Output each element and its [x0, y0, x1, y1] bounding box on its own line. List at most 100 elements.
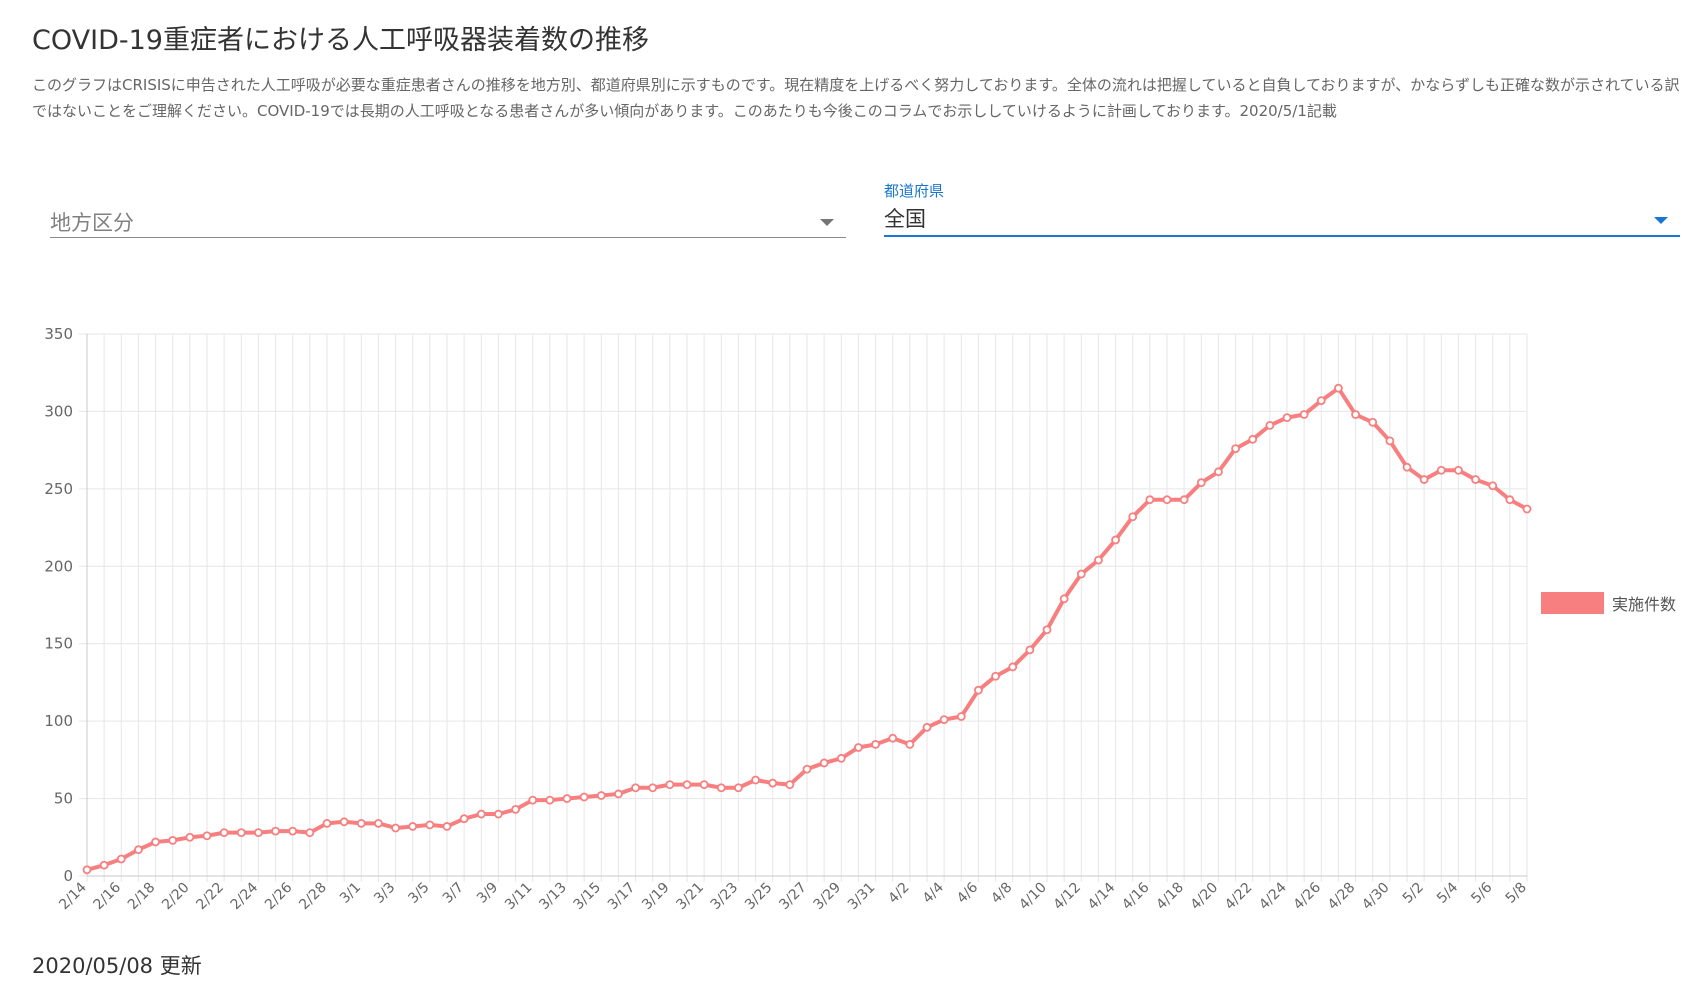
x-tick-label: 3/1 — [337, 880, 364, 907]
y-tick-label: 300 — [44, 402, 73, 420]
x-tick-label: 4/4 — [920, 879, 947, 906]
page-description: このグラフはCRISISに申告された人工呼吸が必要な重症患者さんの推移を地方別、… — [32, 76, 1680, 120]
data-point — [579, 792, 589, 802]
x-tick-label: 3/5 — [405, 880, 432, 907]
data-point — [99, 860, 109, 870]
x-tick-label: 4/22 — [1222, 880, 1256, 914]
data-point — [322, 818, 332, 828]
x-tick-label: 4/26 — [1291, 879, 1325, 913]
data-point — [1505, 495, 1515, 505]
data-point — [1111, 535, 1120, 545]
data-point — [785, 780, 795, 790]
data-point — [956, 712, 966, 721]
x-tick-label: 3/7 — [440, 880, 467, 907]
x-tick-label: 4/10 — [1016, 880, 1050, 914]
legend-swatch — [1541, 592, 1604, 614]
data-point — [1248, 434, 1258, 444]
data-point — [1214, 467, 1223, 477]
data-point — [442, 822, 452, 831]
data-point — [1042, 625, 1052, 635]
data-point — [151, 837, 160, 847]
x-tick-label: 5/2 — [1400, 880, 1427, 907]
x-tick-label: 4/20 — [1188, 880, 1222, 914]
data-point — [254, 828, 263, 838]
data-point — [905, 739, 915, 749]
data-point — [1385, 436, 1395, 446]
data-point — [1419, 475, 1429, 484]
x-tick-label: 3/13 — [536, 880, 570, 914]
x-tick-label: 3/11 — [502, 880, 536, 914]
dropdown-arrow-icon[interactable] — [820, 219, 834, 226]
data-point — [631, 783, 640, 793]
prefecture-select-label: 都道府県 — [884, 182, 945, 200]
data-point — [1145, 495, 1155, 505]
x-tick-label: 5/8 — [1503, 880, 1530, 907]
x-tick-label: 4/2 — [885, 880, 912, 907]
data-point — [751, 775, 760, 785]
updated-date: 2020/05/08 更新 — [32, 954, 202, 978]
x-tick-label: 2/24 — [228, 879, 262, 913]
data-point — [134, 845, 143, 855]
y-tick-label: 150 — [44, 635, 73, 653]
x-tick-label: 3/21 — [673, 880, 707, 914]
data-point — [648, 783, 658, 793]
data-point — [596, 791, 606, 800]
data-point — [476, 809, 486, 819]
data-point — [1454, 465, 1463, 475]
region-select[interactable]: 地方区分 — [50, 193, 846, 238]
x-tick-label: 4/14 — [1085, 879, 1119, 913]
x-tick-label: 2/26 — [262, 879, 296, 913]
chart-legend[interactable]: 実施件数 — [1541, 591, 1676, 615]
data-point — [1179, 495, 1189, 505]
data-point — [1334, 383, 1343, 393]
data-point — [665, 780, 675, 790]
x-tick-label: 2/28 — [296, 880, 330, 914]
x-tick-label: 4/30 — [1359, 880, 1393, 914]
data-point — [236, 828, 246, 838]
x-tick-label: 3/23 — [708, 880, 742, 914]
x-tick-label: 4/12 — [1051, 880, 1085, 914]
data-point — [82, 865, 92, 875]
x-tick-label: 4/28 — [1325, 880, 1359, 914]
region-select-placeholder: 地方区分 — [50, 211, 134, 235]
data-point — [1025, 645, 1035, 655]
dropdown-arrow-icon[interactable] — [1654, 217, 1668, 224]
x-tick-label: 4/6 — [954, 879, 981, 906]
data-point — [802, 764, 812, 774]
x-tick-label: 3/3 — [371, 880, 398, 907]
data-point — [682, 780, 692, 790]
data-point — [1488, 481, 1498, 491]
data-point — [836, 753, 846, 763]
data-point — [991, 671, 1000, 681]
data-point — [1128, 512, 1138, 522]
prefecture-select[interactable]: 都道府県 全国 — [884, 177, 1680, 237]
data-point — [888, 733, 898, 743]
data-point — [494, 809, 503, 819]
data-point — [168, 835, 178, 845]
y-tick-label: 50 — [54, 790, 73, 808]
x-tick-label: 2/16 — [91, 879, 125, 913]
data-point — [391, 823, 400, 833]
x-tick-label: 3/19 — [639, 880, 673, 914]
prefecture-select-value: 全国 — [884, 207, 926, 231]
data-point — [1282, 413, 1292, 423]
y-tick-label: 100 — [44, 712, 73, 730]
data-point — [1196, 478, 1206, 488]
data-point — [768, 778, 778, 788]
data-point — [545, 795, 555, 805]
page-title: COVID-19重症者における人工呼吸器装着数の推移 — [32, 25, 649, 56]
data-point — [1402, 462, 1412, 472]
x-tick-label: 3/25 — [742, 880, 776, 914]
data-point — [1299, 410, 1309, 419]
data-point — [974, 685, 983, 695]
data-point — [854, 743, 863, 752]
data-point — [1471, 475, 1480, 484]
y-tick-label: 200 — [44, 557, 73, 575]
x-tick-label: 2/20 — [159, 880, 193, 914]
x-tick-label: 4/24 — [1256, 879, 1290, 913]
x-tick-label: 4/16 — [1119, 879, 1153, 913]
data-point — [202, 831, 212, 841]
data-point — [1076, 569, 1086, 579]
data-point — [288, 826, 298, 836]
x-tick-label: 3/15 — [571, 880, 605, 914]
